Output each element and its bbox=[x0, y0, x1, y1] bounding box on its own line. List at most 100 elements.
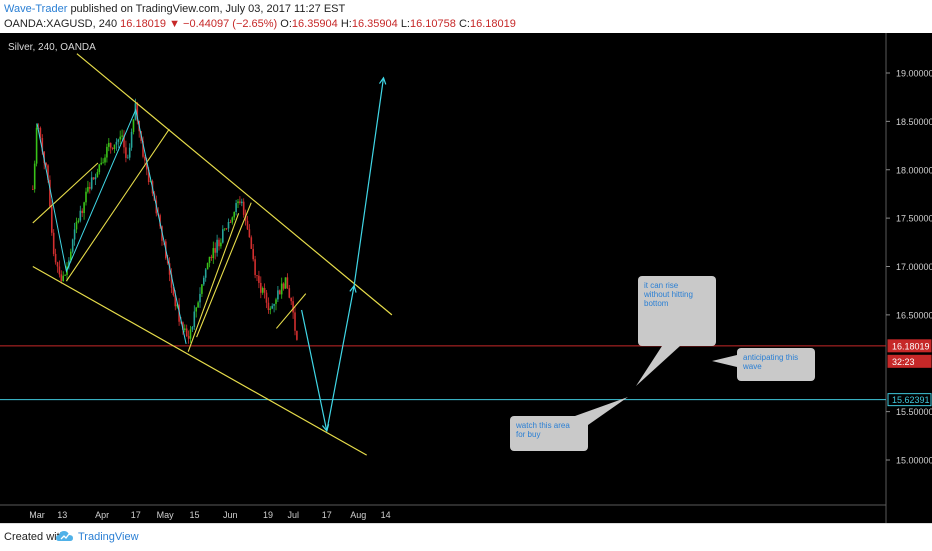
candle-body bbox=[123, 135, 125, 148]
candle-body bbox=[62, 275, 64, 281]
projection-final-arrow bbox=[353, 77, 385, 286]
candle-body bbox=[96, 172, 99, 178]
candle-body bbox=[47, 165, 49, 180]
y-tick-label: 19.00000 bbox=[896, 69, 932, 79]
candle-body bbox=[75, 221, 78, 230]
candle-body bbox=[108, 142, 110, 147]
candle-body bbox=[225, 228, 228, 230]
close-value: 16.18019 bbox=[469, 18, 516, 30]
trendline-local bbox=[187, 213, 240, 352]
candle-body bbox=[176, 304, 178, 307]
candle-body bbox=[147, 169, 150, 182]
publish-info: published on TradingView.com, July 03, 2… bbox=[70, 3, 346, 15]
high-label: H: bbox=[340, 18, 352, 30]
candle-body bbox=[189, 329, 192, 339]
candle-body bbox=[271, 305, 273, 309]
candle-body bbox=[282, 283, 285, 289]
candle-body bbox=[81, 210, 83, 213]
price-label-bg bbox=[887, 354, 932, 368]
x-tick-label: 14 bbox=[381, 510, 391, 520]
candle-body bbox=[45, 162, 47, 166]
callout-text: watch this area bbox=[515, 421, 570, 430]
candle-body bbox=[136, 103, 139, 121]
candle-body bbox=[208, 256, 211, 264]
candle-body bbox=[142, 140, 144, 157]
candle-body bbox=[222, 229, 224, 243]
trendline-channel-top bbox=[76, 53, 393, 316]
callout-text: for buy bbox=[516, 430, 540, 439]
candle-body bbox=[77, 220, 80, 222]
candle-body bbox=[296, 330, 298, 340]
candle-body bbox=[146, 160, 148, 170]
candle-body bbox=[127, 157, 129, 159]
candle-body bbox=[79, 210, 82, 221]
candle-body bbox=[239, 201, 241, 204]
candle-body bbox=[294, 312, 296, 331]
candle-body bbox=[290, 297, 292, 302]
price-chart[interactable]: Silver, 240, OANDA 19.00000 18.50000 18.00… bbox=[0, 33, 932, 523]
candle-body bbox=[260, 282, 262, 293]
y-tick-label: 15.50000 bbox=[896, 407, 932, 417]
candle-body bbox=[33, 163, 36, 190]
callout-text: it can rise bbox=[644, 281, 679, 290]
x-tick-label: Apr bbox=[95, 510, 109, 520]
candle-body bbox=[237, 201, 239, 204]
price-change: 16.18019 ▼ −0.44097 (−2.65%) bbox=[120, 18, 278, 30]
tradingview-brand[interactable]: TradingView bbox=[78, 531, 139, 543]
candle-body bbox=[73, 229, 76, 240]
projection-history bbox=[36, 108, 187, 345]
candle-body bbox=[159, 215, 161, 227]
close-label: C: bbox=[458, 18, 470, 30]
candle-body bbox=[94, 177, 97, 180]
symbol-ohlc-line: OANDA:XAGUSD, 240 16.18019 ▼ −0.44097 (−… bbox=[4, 18, 516, 30]
x-tick-label: 17 bbox=[322, 510, 332, 520]
price-label-text: 32:23 bbox=[892, 357, 915, 367]
candle-body bbox=[233, 212, 235, 218]
candle-body bbox=[218, 239, 220, 247]
publish-line: Wave-Trader published on TradingView.com… bbox=[4, 3, 345, 15]
candle-body bbox=[284, 277, 287, 289]
candle-body bbox=[193, 311, 196, 327]
projection-arrows bbox=[36, 76, 387, 433]
candle-body bbox=[87, 186, 89, 192]
candle-body bbox=[242, 201, 245, 215]
candle-body bbox=[265, 292, 268, 303]
candle-body bbox=[83, 202, 85, 213]
x-tick-label: Mar bbox=[29, 510, 45, 520]
callout-text: bottom bbox=[644, 299, 669, 308]
x-tick-label: 15 bbox=[189, 510, 199, 520]
low-value: 16.10758 bbox=[410, 18, 456, 30]
open-label: O: bbox=[280, 18, 292, 30]
x-tick-label: May bbox=[157, 510, 175, 520]
candle-body bbox=[71, 239, 74, 252]
arrowhead bbox=[349, 284, 357, 293]
callout-box bbox=[638, 276, 716, 346]
candle-body bbox=[89, 186, 91, 189]
candle-body bbox=[52, 232, 55, 254]
trendline-channel-bottom bbox=[32, 265, 367, 456]
candle-body bbox=[125, 147, 127, 158]
candle-body bbox=[172, 287, 175, 296]
arrowhead bbox=[378, 76, 387, 85]
callout-text: anticipating this bbox=[743, 353, 798, 362]
price-axis bbox=[886, 33, 932, 523]
candle-body bbox=[204, 269, 207, 278]
y-tick-label: 15.00000 bbox=[896, 456, 932, 466]
candle-body bbox=[261, 287, 264, 293]
author-link[interactable]: Wave-Trader bbox=[4, 3, 68, 15]
candle-body bbox=[269, 308, 272, 310]
candle-body bbox=[128, 147, 131, 158]
arrowhead bbox=[321, 424, 330, 433]
y-tick-label: 18.00000 bbox=[896, 165, 932, 175]
trendlines bbox=[32, 53, 393, 456]
trendline-local bbox=[275, 293, 307, 329]
open-value: 16.35904 bbox=[291, 18, 338, 30]
candle-body bbox=[195, 307, 197, 312]
y-tick-label: 18.50000 bbox=[896, 117, 932, 127]
price-label-text: 15.62391 bbox=[892, 395, 930, 405]
candle-body bbox=[227, 222, 230, 229]
candle-body bbox=[170, 274, 173, 288]
